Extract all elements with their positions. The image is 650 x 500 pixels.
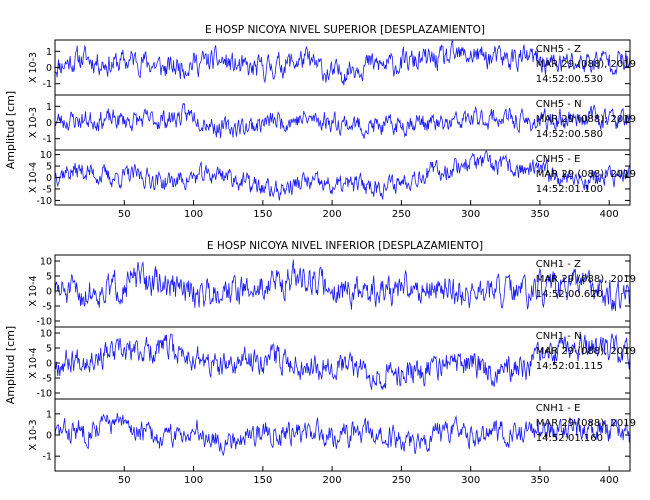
- station-date: MAR 29 (088), 2019: [536, 346, 636, 357]
- lower-panel: 1 0 -1 X 10-3 CNH1 - E MAR 29 (088), 2019 14:5…: [28, 398, 636, 472]
- y-tick-label: -1: [43, 452, 52, 463]
- lower-section: E HOSP NICOYA NIVEL INFERIOR [DESPLAZAMI…: [4, 240, 636, 486]
- x-tick-label: 200: [323, 209, 342, 220]
- station-time: 14:52:00.620: [536, 289, 603, 300]
- y-tick-label: -5: [43, 302, 52, 313]
- y-tick-label: 1: [46, 102, 52, 113]
- waveform-line: [54, 259, 631, 311]
- x-tick-label: 300: [461, 475, 480, 486]
- waveform-line: [54, 413, 631, 456]
- x-tick-label: 150: [253, 475, 272, 486]
- y-tick-label: -1: [43, 134, 52, 145]
- x-tick-label: 50: [118, 209, 131, 220]
- station-name: CNH5 - E: [536, 154, 581, 165]
- scale-label: X 10-3: [28, 419, 39, 450]
- upper-x-axis: 50 100 150 200 250 300 350 400: [118, 200, 619, 220]
- scale-label: X 10-3: [28, 52, 39, 83]
- station-name: CNH1 - N: [536, 331, 582, 342]
- station-name: CNH1 - Z: [536, 259, 581, 270]
- y-tick-label: -5: [43, 374, 52, 385]
- station-date: MAR 29 (088), 2019: [536, 59, 636, 70]
- y-tick-label: -10: [36, 196, 52, 207]
- y-tick-label: 5: [46, 344, 52, 355]
- x-tick-label: 400: [600, 475, 619, 486]
- upper-ylabel: Amplitud [cm]: [4, 91, 17, 169]
- scale-label: X 10-4: [28, 275, 39, 306]
- y-tick-label: -1: [43, 79, 52, 90]
- x-tick-label: 350: [530, 475, 549, 486]
- y-tick-label: 5: [46, 162, 52, 173]
- upper-panel: 1 0 -1 X 10-3 CNH5 - Z MAR 29 (088), 2019 14:5…: [28, 39, 636, 96]
- x-tick-label: 250: [392, 475, 411, 486]
- y-tick-label: 10: [40, 257, 52, 268]
- x-tick-label: 250: [392, 209, 411, 220]
- lower-panel: 10 5 0 -5 -10 X 10-4 CNH1 - Z MAR 29 (088), 201…: [28, 254, 636, 328]
- x-tick-label: 50: [118, 475, 131, 486]
- x-tick-label: 200: [323, 475, 342, 486]
- station-time: 14:52:01.115: [536, 361, 603, 372]
- station-name: CNH5 - Z: [536, 44, 581, 55]
- upper-title: E HOSP NICOYA NIVEL SUPERIOR [DESPLAZAMI…: [205, 24, 485, 36]
- y-tick-label: 0: [46, 118, 52, 129]
- x-tick-label: 300: [461, 209, 480, 220]
- waveform-line: [54, 102, 631, 139]
- x-tick-label: 400: [600, 209, 619, 220]
- scale-label: X 10-4: [28, 162, 39, 193]
- x-tick-label: 100: [184, 475, 203, 486]
- station-name: CNH1 - E: [536, 403, 581, 414]
- station-date: MAR 29 (088), 2019: [536, 418, 636, 429]
- station-time: 14:52:01.160: [536, 433, 603, 444]
- y-tick-label: 1: [46, 47, 52, 58]
- upper-panel: 1 0 -1 X 10-3 CNH5 - N MAR 29 (088), 2019 14:5…: [28, 94, 636, 151]
- lower-title: E HOSP NICOYA NIVEL INFERIOR [DESPLAZAMI…: [207, 240, 483, 252]
- lower-x-axis: 50 100 150 200 250 300 350 400: [118, 466, 619, 486]
- y-tick-label: 5: [46, 272, 52, 283]
- y-tick-label: -10: [36, 317, 52, 328]
- x-tick-label: 350: [530, 209, 549, 220]
- upper-section: E HOSP NICOYA NIVEL SUPERIOR [DESPLAZAMI…: [4, 24, 636, 220]
- y-tick-label: 0: [46, 63, 52, 74]
- station-date: MAR 29 (088), 2019: [536, 114, 636, 125]
- y-tick-label: 10: [40, 329, 52, 340]
- waveform-line: [54, 40, 631, 86]
- x-tick-label: 100: [184, 209, 203, 220]
- y-tick-label: -10: [36, 389, 52, 400]
- y-tick-label: 1: [46, 409, 52, 420]
- y-tick-label: 10: [40, 150, 52, 161]
- station-time: 14:52:00.530: [536, 74, 603, 85]
- station-date: MAR 29 (088), 2019: [536, 274, 636, 285]
- y-tick-label: 0: [46, 287, 52, 298]
- station-date: MAR 29 (088), 2019: [536, 169, 636, 180]
- scale-label: X 10-3: [28, 107, 39, 138]
- y-tick-label: -5: [43, 184, 52, 195]
- y-tick-label: 0: [46, 173, 52, 184]
- lower-panel: 10 5 0 -5 -10 X 10-4 CNH1 - N MAR 29 (088), 201…: [28, 326, 636, 400]
- y-tick-label: 0: [46, 359, 52, 370]
- waveform-line: [54, 333, 631, 390]
- scale-label: X 10-4: [28, 347, 39, 378]
- x-tick-label: 150: [253, 209, 272, 220]
- station-time: 14:52:01.100: [536, 184, 603, 195]
- lower-ylabel: Amplitud [cm]: [4, 326, 17, 404]
- station-name: CNH5 - N: [536, 99, 582, 110]
- waveform-line: [54, 150, 631, 201]
- station-time: 14:52:00.580: [536, 129, 603, 140]
- y-tick-label: 0: [46, 431, 52, 442]
